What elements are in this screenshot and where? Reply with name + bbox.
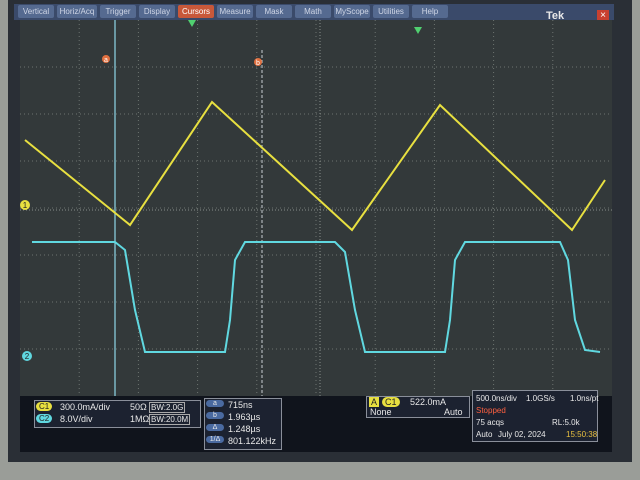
cursor-label: b xyxy=(206,412,224,419)
resolution: 1.0ns/pt xyxy=(570,394,599,403)
trigger-level: 522.0mA xyxy=(410,397,447,407)
ch1-marker: 1 xyxy=(23,201,28,210)
channel-bandwidth: BW:2.0G xyxy=(149,402,186,413)
cursor-value: 715ns xyxy=(228,400,253,410)
brand: Tek xyxy=(546,10,565,22)
cursor-value: 1.963µs xyxy=(228,412,261,422)
menu-item[interactable]: Vertical xyxy=(18,5,54,18)
cursor-value: 1.248µs xyxy=(228,424,261,434)
channel-impedance: 50Ω xyxy=(130,402,147,412)
ch2-waveform xyxy=(32,241,601,353)
channel-impedance: 1MΩ xyxy=(130,414,150,424)
timebase: 500.0ns/div xyxy=(476,394,517,403)
ch2-marker: 2 xyxy=(25,352,30,361)
menu-item[interactable]: Horiz/Acq xyxy=(57,5,97,18)
menu-item[interactable]: Mask xyxy=(256,5,292,18)
menu-item[interactable]: Help xyxy=(412,5,448,18)
cursor-label: a xyxy=(206,400,224,407)
cursor-value: 801.122kHz xyxy=(228,436,277,446)
cursor-b-marker: b xyxy=(256,60,260,67)
record-length: RL:5.0k xyxy=(552,418,580,427)
trigger-mode: A xyxy=(369,397,380,407)
channel-label: C1 xyxy=(36,402,53,411)
channel-scale: 300.0mA/div xyxy=(60,402,111,412)
menu-item[interactable]: Display xyxy=(139,5,175,18)
channel-label: C2 xyxy=(36,414,53,423)
channel-scale: 8.0V/div xyxy=(60,414,93,424)
channel-bandwidth: BW:20.0M xyxy=(149,414,191,425)
close-button[interactable]: × xyxy=(597,10,609,22)
date: July 02, 2024 xyxy=(498,430,546,439)
sample-rate: 1.0GS/s xyxy=(526,394,555,403)
acq-status: Stopped xyxy=(476,406,506,415)
menu-item[interactable]: Math xyxy=(295,5,331,18)
cursor-a-marker: a xyxy=(104,57,108,64)
acq-mode: Auto xyxy=(476,430,493,439)
cursor-label: Δ xyxy=(206,424,224,431)
graticule: a b 1 2 xyxy=(20,20,612,396)
menu-bar: Vertical Horiz/Acq Trigger Display Cursors Me… xyxy=(14,4,614,20)
trigger-source: C1 xyxy=(382,397,400,407)
cursor-label: 1/Δ xyxy=(206,436,224,443)
time: 15:50:38 xyxy=(566,430,598,439)
trigger-coupling: None xyxy=(370,407,392,417)
ch1-waveform xyxy=(24,100,606,232)
menu-item[interactable]: Trigger xyxy=(100,5,136,18)
menu-item[interactable]: Measure xyxy=(217,5,253,18)
trigger-type: Auto xyxy=(444,407,463,417)
menu-item[interactable]: MyScope xyxy=(334,5,370,18)
acq-box xyxy=(472,390,598,442)
menu-item[interactable]: Cursors xyxy=(178,5,214,18)
menu-item[interactable]: Utilities xyxy=(373,5,409,18)
acq-count: 75 acqs xyxy=(476,418,505,427)
